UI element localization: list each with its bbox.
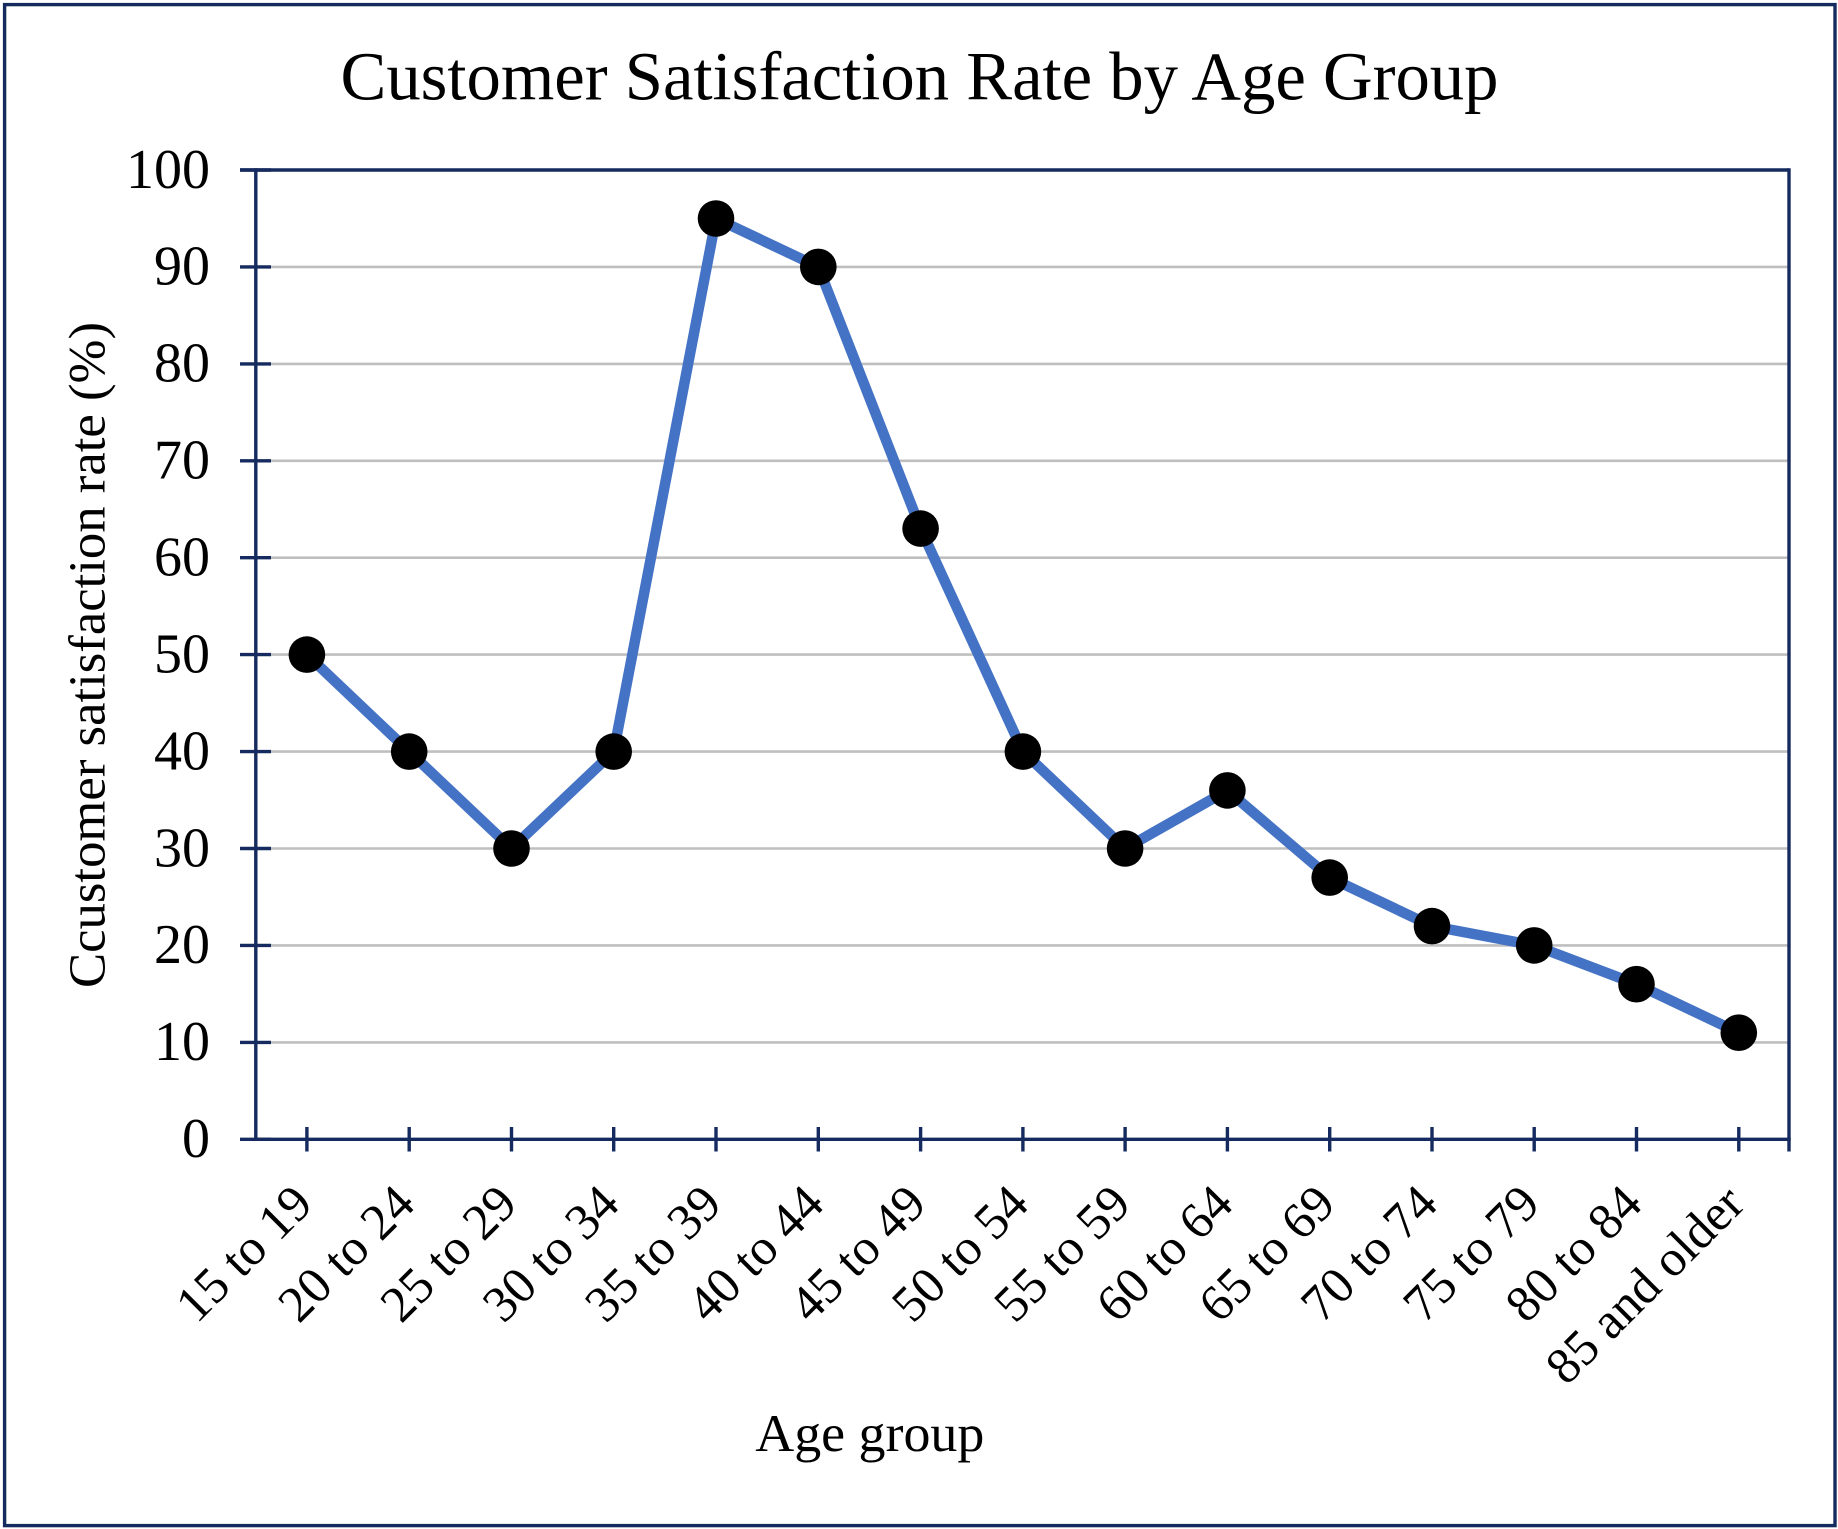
svg-text:Age group: Age group: [755, 1405, 984, 1463]
svg-text:Customer Satisfaction Rate by: Customer Satisfaction Rate by Age Group: [341, 39, 1499, 115]
svg-text:40: 40: [154, 720, 210, 782]
svg-text:70: 70: [154, 430, 210, 492]
svg-text:100: 100: [126, 139, 210, 201]
svg-text:30: 30: [154, 817, 210, 879]
svg-text:20: 20: [154, 914, 210, 976]
svg-text:80: 80: [154, 333, 210, 395]
svg-text:50: 50: [154, 623, 210, 685]
svg-text:Ccustomer satisfaction rate (%: Ccustomer satisfaction rate (%): [59, 322, 116, 988]
svg-text:60: 60: [154, 527, 210, 589]
svg-text:90: 90: [154, 236, 210, 298]
svg-text:0: 0: [182, 1108, 210, 1170]
svg-text:10: 10: [154, 1011, 210, 1073]
